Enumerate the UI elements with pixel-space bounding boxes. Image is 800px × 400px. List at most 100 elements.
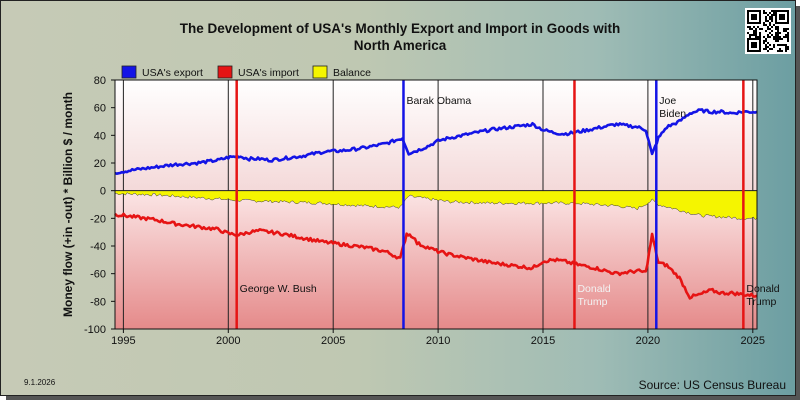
qr-module [769,18,771,20]
qr-module [749,26,751,28]
qr-module [765,46,767,48]
qr-module [781,38,783,40]
qr-module [765,48,767,50]
y-tick-label-7: -60 [90,269,106,281]
qr-module [771,26,773,28]
qr-module [771,34,773,36]
y-tick-label-6: -40 [90,241,106,253]
qr-module [785,44,787,46]
qr-module [765,16,767,18]
qr-module [771,20,773,22]
qr-module [753,30,755,32]
legend-label-2: Balance [333,67,371,79]
qr-module [757,36,759,38]
qr-module [779,44,781,46]
qr-module [771,18,773,20]
series-balance-area [114,190,758,220]
qr-module [767,36,769,38]
qr-module [769,44,771,46]
qr-module [787,36,789,38]
qr-module [773,10,775,12]
qr-module [783,28,785,30]
qr-module [775,36,777,38]
qr-module [775,40,777,42]
qr-module [767,20,769,22]
qr-module [767,42,769,44]
qr-module [749,36,751,38]
qr-module [769,32,771,34]
qr-module [763,24,765,26]
qr-module [785,28,787,30]
x-tick-label-5: 2020 [636,335,660,347]
qr-code-icon[interactable] [745,8,791,54]
qr-module [753,26,755,28]
qr-module [781,50,783,52]
qr-module [755,36,757,38]
qr-module [775,38,777,40]
event-label-4-1: Trump [746,296,776,308]
qr-module [773,14,775,16]
legend-label-0: USA's export [142,67,203,79]
qr-module [767,14,769,16]
qr-module [771,16,773,18]
qr-module [785,36,787,38]
qr-module [763,22,765,24]
qr-module [771,48,773,50]
qr-module [763,42,765,44]
qr-finder-center [751,14,757,20]
qr-module [773,46,775,48]
frame-shadow-right [796,6,800,400]
qr-module [767,46,769,48]
qr-module [759,28,761,30]
qr-module [755,30,757,32]
qr-module [771,10,773,12]
legend-label-1: USA's import [238,67,299,79]
qr-module [767,50,769,52]
qr-module [751,34,753,36]
qr-finder-center [779,14,785,20]
qr-module [765,18,767,20]
qr-module [777,32,779,34]
plot-area-positive [115,80,757,191]
qr-module [769,16,771,18]
qr-module [757,26,759,28]
qr-module [769,36,771,38]
event-label-1-0: Barak Obama [406,95,471,107]
event-label-3-1: Biden [659,108,686,120]
qr-module [775,28,777,30]
qr-module [777,38,779,40]
qr-module [765,20,767,22]
qr-module [747,26,749,28]
qr-module [755,34,757,36]
qr-module [779,36,781,38]
qr-module [747,32,749,34]
qr-module [787,38,789,40]
y-tick-label-8: -80 [90,296,106,308]
qr-module [775,32,777,34]
qr-module [777,40,779,42]
qr-module [785,34,787,36]
qr-module [777,44,779,46]
qr-module [775,34,777,36]
event-label-0-0: George W. Bush [240,283,317,295]
qr-module [781,44,783,46]
chart-title: The Development of USA's Monthly Export … [130,20,670,54]
qr-module [773,36,775,38]
y-tick-label-3: 20 [94,158,106,170]
qr-module [783,36,785,38]
qr-module [777,36,779,38]
legend-swatch-1 [217,65,233,79]
qr-module [755,28,757,30]
qr-finder-center [751,42,757,48]
qr-module [769,12,771,14]
x-tick-label-6: 2025 [741,335,765,347]
y-axis-label: Money flow (+in -out) * Billion $ / mont… [61,92,75,317]
qr-module [769,22,771,24]
qr-module [749,34,751,36]
event-label-2-1: Trump [577,296,607,308]
qr-module [769,28,771,30]
qr-module [785,30,787,32]
legend-swatch-0 [121,65,137,79]
qr-module [759,34,761,36]
